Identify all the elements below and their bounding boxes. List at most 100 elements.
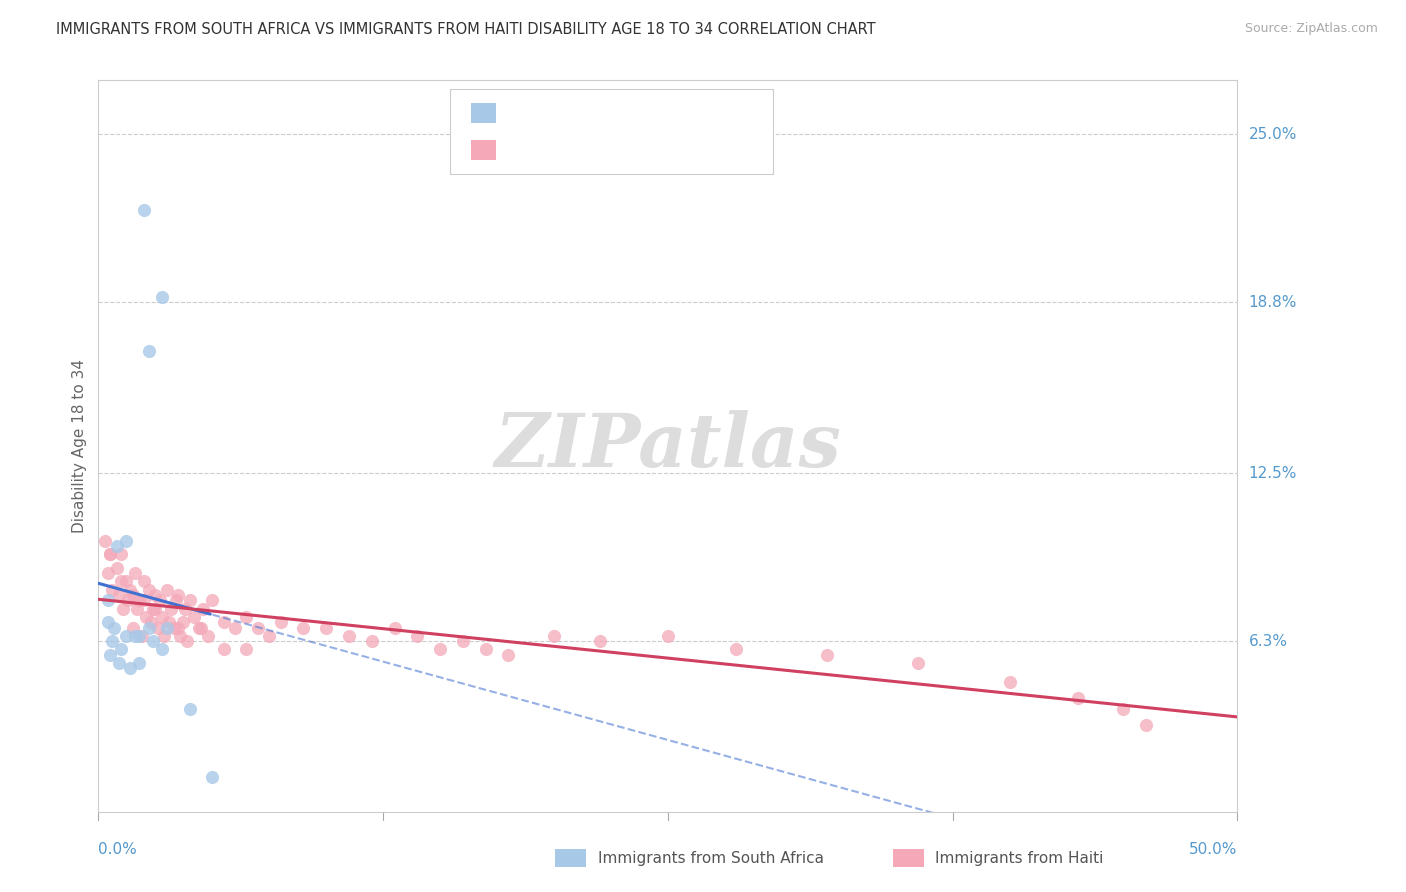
Point bbox=[110, 574, 132, 589]
Point bbox=[120, 582, 142, 597]
Point bbox=[124, 566, 146, 581]
Point bbox=[169, 629, 191, 643]
Point bbox=[128, 656, 150, 670]
Point bbox=[212, 642, 235, 657]
Point bbox=[474, 642, 496, 657]
Text: R =  -0.127   N = 77: R = -0.127 N = 77 bbox=[505, 143, 659, 157]
Point bbox=[998, 674, 1021, 689]
Point bbox=[146, 620, 169, 634]
Point bbox=[360, 634, 382, 648]
Point bbox=[160, 601, 183, 615]
Point bbox=[120, 661, 142, 675]
Point bbox=[1067, 690, 1090, 705]
Point bbox=[315, 620, 337, 634]
Point bbox=[657, 629, 679, 643]
Point bbox=[167, 588, 190, 602]
Point bbox=[201, 593, 224, 607]
Point bbox=[108, 656, 131, 670]
Point bbox=[156, 582, 179, 597]
Text: Immigrants from South Africa: Immigrants from South Africa bbox=[598, 851, 824, 865]
Point bbox=[124, 629, 146, 643]
Point bbox=[246, 620, 269, 634]
Text: 50.0%: 50.0% bbox=[1189, 842, 1237, 857]
Point bbox=[1135, 718, 1157, 732]
Point bbox=[165, 593, 187, 607]
Point bbox=[172, 615, 194, 629]
Point bbox=[174, 601, 197, 615]
Text: 18.8%: 18.8% bbox=[1249, 295, 1296, 310]
Point bbox=[132, 574, 155, 589]
Point bbox=[451, 634, 474, 648]
Text: Source: ZipAtlas.com: Source: ZipAtlas.com bbox=[1244, 22, 1378, 36]
Point bbox=[142, 601, 165, 615]
Point bbox=[117, 593, 139, 607]
Point bbox=[98, 547, 121, 561]
Text: 12.5%: 12.5% bbox=[1249, 466, 1296, 481]
Point bbox=[235, 609, 257, 624]
Point bbox=[98, 547, 121, 561]
Point bbox=[1112, 702, 1135, 716]
Point bbox=[145, 601, 167, 615]
Point bbox=[103, 620, 125, 634]
Point bbox=[101, 582, 124, 597]
Text: 6.3%: 6.3% bbox=[1249, 633, 1288, 648]
Point bbox=[156, 620, 179, 634]
Point bbox=[179, 593, 201, 607]
Y-axis label: Disability Age 18 to 34: Disability Age 18 to 34 bbox=[72, 359, 87, 533]
Point bbox=[114, 574, 136, 589]
Point bbox=[150, 609, 173, 624]
Point bbox=[429, 642, 451, 657]
Point bbox=[139, 615, 162, 629]
Point bbox=[197, 629, 219, 643]
Point bbox=[112, 601, 135, 615]
Point bbox=[114, 629, 136, 643]
Point bbox=[149, 593, 172, 607]
Point bbox=[725, 642, 748, 657]
Point bbox=[105, 539, 128, 553]
Point bbox=[132, 203, 155, 218]
Point bbox=[235, 642, 257, 657]
Point bbox=[190, 620, 212, 634]
Point bbox=[96, 566, 118, 581]
Point bbox=[114, 533, 136, 548]
Point bbox=[94, 533, 117, 548]
Text: 25.0%: 25.0% bbox=[1249, 127, 1296, 142]
Text: Immigrants from Haiti: Immigrants from Haiti bbox=[935, 851, 1104, 865]
Point bbox=[150, 642, 173, 657]
Point bbox=[270, 615, 292, 629]
Point bbox=[588, 634, 610, 648]
Point bbox=[907, 656, 929, 670]
Point bbox=[142, 634, 165, 648]
Point bbox=[128, 593, 150, 607]
Point bbox=[145, 588, 167, 602]
Point bbox=[543, 629, 565, 643]
Point bbox=[193, 601, 215, 615]
Point bbox=[108, 588, 131, 602]
Point bbox=[162, 620, 184, 634]
Point bbox=[101, 634, 124, 648]
Point bbox=[292, 620, 315, 634]
Point bbox=[135, 609, 157, 624]
Point bbox=[110, 642, 132, 657]
Point bbox=[183, 609, 205, 624]
Text: ZIPatlas: ZIPatlas bbox=[495, 409, 841, 483]
Point bbox=[176, 634, 198, 648]
Point bbox=[406, 629, 429, 643]
Text: R = -0.205   N = 23: R = -0.205 N = 23 bbox=[505, 106, 655, 120]
Point bbox=[212, 615, 235, 629]
Point bbox=[337, 629, 360, 643]
Point bbox=[105, 561, 128, 575]
Point bbox=[96, 615, 118, 629]
Point bbox=[138, 620, 160, 634]
Text: 0.0%: 0.0% bbox=[98, 842, 138, 857]
Point bbox=[128, 629, 150, 643]
Point bbox=[815, 648, 838, 662]
Point bbox=[498, 648, 520, 662]
Point bbox=[127, 601, 149, 615]
Point bbox=[157, 615, 180, 629]
Point bbox=[224, 620, 246, 634]
Point bbox=[201, 770, 224, 784]
Point bbox=[138, 582, 160, 597]
Point bbox=[96, 593, 118, 607]
Point bbox=[98, 648, 121, 662]
